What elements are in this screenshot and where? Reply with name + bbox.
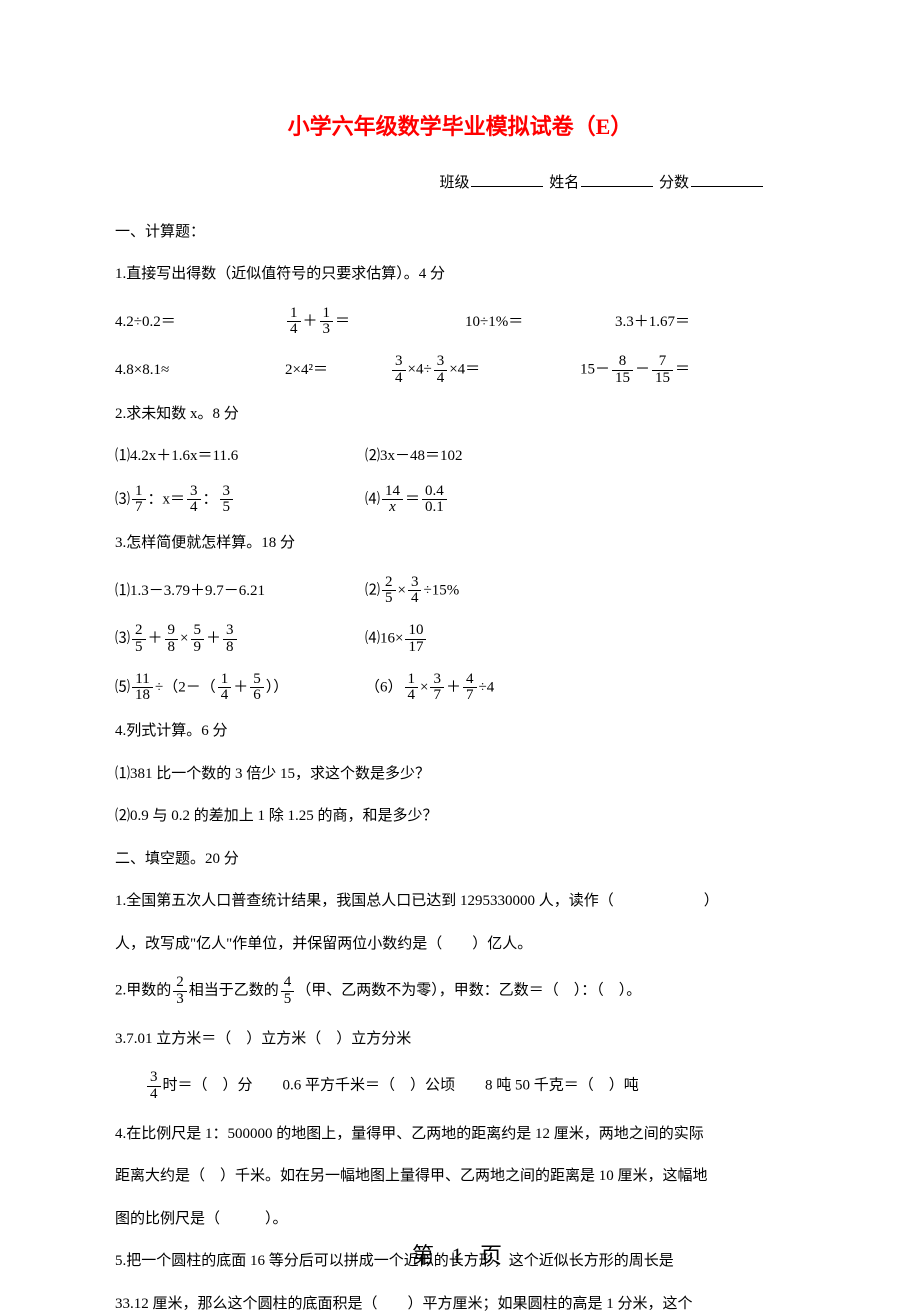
s2-q5b: 33.12 厘米，那么这个圆柱的底面积是（ ）平方厘米；如果圆柱的高是 1 分米… <box>115 1293 805 1315</box>
q1-d: 3.3＋1.67＝ <box>615 311 690 334</box>
s2-q4c: 图的比例尺是（ ）。 <box>115 1208 805 1231</box>
page-title: 小学六年级数学毕业模拟试卷（E） <box>115 110 805 143</box>
q3-b: ⑵25×34÷15% <box>365 575 459 608</box>
q2-row2: ⑶17：x＝34：35 ⑷14x＝0.40.1 <box>115 484 805 517</box>
q2-c: ⑶17：x＝34：35 <box>115 484 365 517</box>
q1-b: 14＋13＝ <box>285 306 465 339</box>
q3-c: ⑶25＋98×59＋38 <box>115 623 365 656</box>
score-label: 分数 <box>659 175 689 191</box>
q3-d: ⑷16×1017 <box>365 623 428 656</box>
score-blank <box>691 171 763 187</box>
class-label: 班级 <box>439 175 469 191</box>
q4-a: ⑴381 比一个数的 3 倍少 15，求这个数是多少？ <box>115 763 805 786</box>
s2-q2: 2.甲数的23相当于乙数的45（甲、乙两数不为零），甲数：乙数＝（ ）：（ ）。 <box>115 975 805 1008</box>
s2-q1b: 人，改写成"亿人"作单位，并保留两位小数约是（ ）亿人。 <box>115 933 805 956</box>
page-footer: 第 1 页 <box>0 1239 920 1272</box>
q2-d: ⑷14x＝0.40.1 <box>365 484 449 517</box>
q2-a: ⑴4.2x＋1.6x＝11.6 <box>115 445 365 468</box>
q3-row3: ⑸1118÷（2－（14＋56）） （6）14×37＋47÷4 <box>115 672 805 705</box>
section2-heading: 二、填空题。20 分 <box>115 848 805 871</box>
q3-f: （6）14×37＋47÷4 <box>365 672 494 705</box>
q1-h: 15－815－715＝ <box>580 354 690 387</box>
q3-row2: ⑶25＋98×59＋38 ⑷16×1017 <box>115 623 805 656</box>
s2-q3b: 34时＝（ ）分 0.6 平方千米＝（ ）公顷 8 吨 50 千克＝（ ）吨 <box>115 1070 805 1103</box>
section1-heading: 一、计算题： <box>115 221 805 244</box>
q4-b: ⑵0.9 与 0.2 的差加上 1 除 1.25 的商，和是多少？ <box>115 805 805 828</box>
q1-text: 1.直接写出得数（近似值符号的只要求估算）。4 分 <box>115 263 805 286</box>
q1-a: 4.2÷0.2＝ <box>115 311 285 334</box>
s2-q1a: 1.全国第五次人口普查统计结果，我国总人口已达到 1295330000 人，读作… <box>115 890 805 913</box>
q1-g: 34×4÷34×4＝ <box>390 354 580 387</box>
s2-q3: 3.7.01 立方米＝（ ）立方米（ ）立方分米 <box>115 1028 805 1051</box>
q1-e: 4.8×8.1≈ <box>115 359 285 382</box>
name-label: 姓名 <box>549 175 579 191</box>
q3-e: ⑸1118÷（2－（14＋56）） <box>115 672 365 705</box>
student-info-line: 班级 姓名 分数 <box>115 171 805 195</box>
q1-row1: 4.2÷0.2＝ 14＋13＝ 10÷1%＝ 3.3＋1.67＝ <box>115 306 805 339</box>
q3-text: 3.怎样简便就怎样算。18 分 <box>115 532 805 555</box>
q2-b: ⑵3x－48＝102 <box>365 445 463 468</box>
q3-a: ⑴1.3－3.79＋9.7－6.21 <box>115 580 365 603</box>
s2-q4b: 距离大约是（ ）千米。如在另一幅地图上量得甲、乙两地之间的距离是 10 厘米，这… <box>115 1165 805 1188</box>
q4-text: 4.列式计算。6 分 <box>115 720 805 743</box>
q1-row2: 4.8×8.1≈ 2×4²＝ 34×4÷34×4＝ 15－815－715＝ <box>115 354 805 387</box>
s2-q4a: 4.在比例尺是 1：500000 的地图上，量得甲、乙两地的距离约是 12 厘米… <box>115 1123 805 1146</box>
q3-row1: ⑴1.3－3.79＋9.7－6.21 ⑵25×34÷15% <box>115 575 805 608</box>
q2-row1: ⑴4.2x＋1.6x＝11.6 ⑵3x－48＝102 <box>115 445 805 468</box>
q1-c: 10÷1%＝ <box>465 311 615 334</box>
q2-text: 2.求未知数 x。8 分 <box>115 403 805 426</box>
class-blank <box>471 171 543 187</box>
q1-f: 2×4²＝ <box>285 359 390 382</box>
name-blank <box>581 171 653 187</box>
